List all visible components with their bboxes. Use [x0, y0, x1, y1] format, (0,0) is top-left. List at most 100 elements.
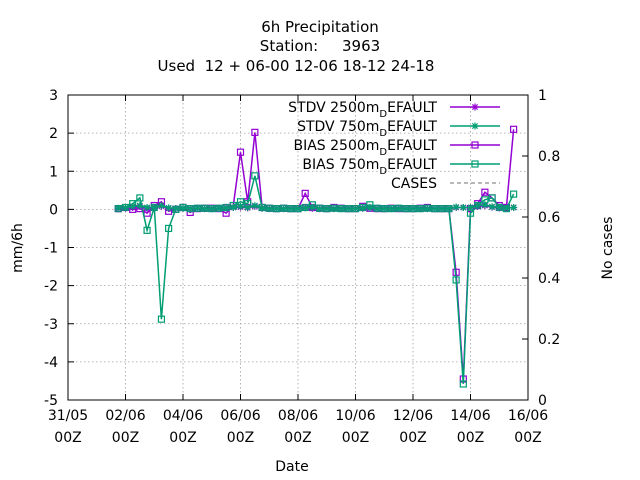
title-line-2: Station: 3963	[260, 37, 380, 55]
title-line-1: 6h Precipitation	[261, 18, 379, 36]
data-point-stdv_750	[258, 204, 266, 212]
x-tick-label-date: 16/06	[508, 408, 548, 424]
legend-label: BIAS 2500mDEFAULT	[294, 138, 438, 158]
data-point-stdv_750	[495, 203, 503, 211]
data-point-stdv_750	[423, 205, 431, 213]
data-point-bias_750	[157, 315, 166, 323]
data-point-stdv_750	[380, 205, 388, 213]
data-point-stdv_750	[502, 204, 510, 212]
x-tick-label-date: 02/06	[105, 408, 145, 424]
y-tick-label: -3	[44, 317, 58, 333]
x-tick-label-date: 12/06	[393, 408, 433, 424]
data-point-stdv_750	[467, 203, 474, 211]
y-tick-label: -2	[44, 279, 58, 295]
x-tick-label-date: 10/06	[335, 408, 375, 424]
data-point-stdv_750	[330, 205, 338, 213]
y-tick-label: -1	[44, 241, 58, 257]
data-point-stdv_750	[287, 205, 295, 213]
data-point-stdv_750	[280, 205, 288, 213]
y2-tick-label: 0.8	[538, 149, 560, 165]
y-tick-label: 0	[49, 202, 58, 218]
data-point-stdv_750	[157, 202, 165, 210]
data-point-bias_750	[459, 380, 467, 388]
x-tick-label-hour: 00Z	[112, 430, 139, 446]
data-point-stdv_750	[431, 205, 439, 213]
legend-swatch-marker	[471, 141, 479, 149]
data-point-bias_2500	[251, 128, 259, 136]
data-point-stdv_750	[122, 204, 129, 212]
data-point-stdv_750	[165, 204, 173, 212]
legend-label: STDV 750mDEFAULT	[297, 119, 437, 139]
data-point-stdv_750	[136, 202, 144, 210]
legend-swatch-marker	[471, 103, 479, 111]
data-point-stdv_750	[344, 205, 352, 213]
data-point-bias_2500	[236, 148, 245, 156]
data-point-stdv_750	[359, 204, 367, 212]
series-stdv_750	[114, 201, 518, 213]
data-point-bias_750	[488, 194, 496, 202]
data-point-stdv_750	[265, 205, 273, 213]
x-tick-label-hour: 00Z	[227, 430, 254, 446]
plot-border	[67, 94, 529, 401]
data-point-bias_750	[165, 224, 173, 233]
legend-label: BIAS 750mDEFAULT	[302, 157, 437, 177]
x-tick-label-hour: 00Z	[457, 430, 484, 446]
data-point-stdv_750	[172, 205, 180, 213]
x-axis-label: Date	[275, 459, 308, 475]
data-point-stdv_750	[409, 205, 417, 213]
x-tick-label-date: 31/05	[48, 408, 88, 424]
data-point-stdv_750	[316, 205, 324, 213]
legend-swatch-marker	[471, 160, 479, 168]
data-point-stdv_750	[352, 205, 359, 213]
y2-tick-label: 0.6	[538, 210, 560, 226]
data-point-stdv_750	[308, 203, 316, 211]
x-axis-ticks: 31/05 00Z 02/06 00Z 04/06 00Z 06/06 00Z 08/06 00Z…	[48, 95, 548, 446]
data-point-stdv_750	[222, 204, 230, 212]
data-point-bias_750	[452, 276, 460, 284]
x-tick-label-hour: 00Z	[54, 430, 81, 446]
data-point-stdv_750	[402, 205, 410, 213]
y-axis-ticks: 3 2 1 0 -1 -2 -3 -4 -5	[44, 88, 74, 409]
data-point-bias_2500	[481, 188, 489, 196]
legend-label: CASES	[391, 176, 437, 192]
data-point-stdv_750	[186, 205, 194, 213]
x-tick-label-date: 08/06	[278, 408, 318, 424]
data-point-stdv_750	[416, 205, 424, 213]
x-tick-label-hour: 00Z	[514, 430, 541, 446]
data-point-stdv_750	[337, 205, 345, 213]
x-tick-label-date: 14/06	[450, 408, 490, 424]
y2-tick-label: 0.4	[538, 271, 560, 287]
data-point-stdv_750	[510, 203, 518, 211]
y-axis-label: mm/6h	[10, 223, 26, 273]
data-point-stdv_750	[193, 204, 201, 212]
x-tick-label-date: 06/06	[220, 408, 260, 424]
data-point-stdv_750	[366, 204, 374, 212]
data-point-stdv_750	[179, 204, 187, 212]
data-point-stdv_750	[323, 205, 331, 213]
data-point-stdv_750	[481, 201, 489, 209]
y2-axis-ticks: 1 0.8 0.6 0.4 0.2 0	[522, 88, 560, 409]
data-point-stdv_750	[301, 204, 309, 212]
y-tick-label: -4	[44, 355, 58, 371]
data-point-stdv_750	[244, 203, 252, 211]
legend-entry: CASES	[391, 176, 500, 192]
y2-tick-label: 1	[538, 88, 547, 104]
data-point-bias_750	[143, 226, 151, 234]
data-point-bias_750	[510, 190, 518, 198]
chart-title: 6h Precipitation Station: 3963 Used 12 +…	[158, 18, 435, 75]
data-point-bias_2500	[301, 189, 309, 197]
data-point-stdv_750	[237, 202, 244, 210]
data-point-stdv_750	[294, 205, 302, 213]
legend-entry: BIAS 750mDEFAULT	[302, 157, 500, 177]
y-tick-label: -5	[44, 393, 58, 409]
data-point-stdv_750	[251, 202, 259, 210]
data-point-stdv_750	[208, 205, 216, 213]
data-point-stdv_750	[488, 203, 496, 211]
series-layer	[114, 125, 518, 388]
y2-tick-label: 0	[538, 393, 547, 409]
y2-axis-label: No cases	[600, 217, 616, 280]
legend-entry: STDV 2500mDEFAULT	[288, 100, 500, 120]
data-point-bias_750	[251, 172, 259, 180]
data-point-stdv_750	[373, 205, 381, 213]
